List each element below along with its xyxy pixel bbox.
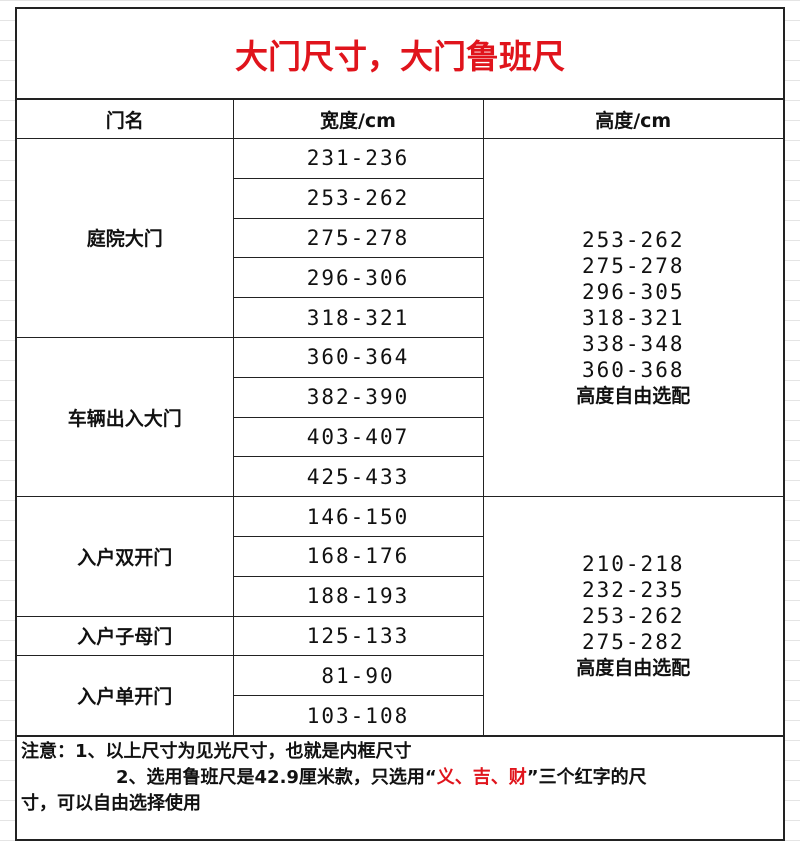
door-name-cell: 入户子母门 xyxy=(17,615,234,657)
door-name-cell: 车辆出入大门 xyxy=(17,336,234,498)
table-row: 入户单开门 81-90 xyxy=(17,655,783,736)
door-name-cell: 入户单开门 xyxy=(17,655,234,736)
width-cell: 360-364 xyxy=(232,336,483,378)
table-row: 188-193 xyxy=(17,575,783,617)
height-cell: 253-262 275-278 296-305 318-321 338-348 360-3… xyxy=(482,137,783,498)
width-cell: 168-176 xyxy=(233,535,483,577)
width-cell: 425-433 xyxy=(233,456,483,498)
note-text: ”三个红字的尺 xyxy=(526,766,647,788)
door-name-cell: 入户双开门 xyxy=(17,496,234,617)
width-cell: 382-390 xyxy=(233,376,483,418)
height-value: 210-218 xyxy=(581,552,685,577)
height-note: 高度自由选配 xyxy=(576,384,691,407)
table-row: 入户子母门 125-133 xyxy=(17,615,783,657)
height-note: 高度自由选配 xyxy=(576,657,691,680)
note-line-2: 2、选用鲁班尺是42.9厘米款，只选用“义、吉、财”三个红字的尺 xyxy=(21,765,779,791)
height-value: 318-321 xyxy=(581,305,685,330)
table-row: 425-433 xyxy=(17,456,783,498)
height-value: 275-278 xyxy=(581,253,685,278)
height-value: 275-282 xyxy=(581,630,685,655)
note-text: 2、选用鲁班尺是42.9厘米款，只选用“ xyxy=(116,766,437,788)
note-line-3: 寸，可以自由选择使用 xyxy=(21,792,201,814)
table-row: 382-390 xyxy=(17,376,783,418)
table-row: 318-321 xyxy=(17,297,783,338)
height-value: 338-348 xyxy=(581,331,685,356)
width-cell: 103-108 xyxy=(233,695,483,736)
door-size-table: 门名 宽度/cm 高度/cm 庭院大门 231-236 253-262 275-278… xyxy=(17,100,783,736)
height-value: 360-368 xyxy=(581,357,685,382)
width-cell: 81-90 xyxy=(232,655,483,697)
width-cell: 146-150 xyxy=(232,496,484,537)
height-value: 232-235 xyxy=(581,578,685,603)
header-height: 高度/cm xyxy=(482,100,783,139)
height-value: 296-305 xyxy=(581,279,685,304)
door-name-cell: 庭院大门 xyxy=(17,138,234,338)
door-size-sheet: 大门尺寸，大门鲁班尺 门名 宽度/cm 高度/cm 庭院大门 231-236 253… xyxy=(15,7,785,841)
table-row: 403-407 xyxy=(17,416,783,458)
height-value: 253-262 xyxy=(581,604,685,629)
table-row: 253-262 xyxy=(17,177,783,219)
width-cell: 253-262 xyxy=(233,177,483,219)
width-cell: 296-306 xyxy=(233,257,483,299)
note-highlight: 义、吉、财 xyxy=(436,766,527,788)
height-cell: 210-218 232-235 253-262 275-282 高度自由选配 xyxy=(482,496,783,736)
width-cell: 231-236 xyxy=(232,138,484,179)
header-width: 宽度/cm xyxy=(232,100,484,139)
width-cell: 318-321 xyxy=(233,297,483,338)
table-row: 庭院大门 231-236 253-262 275-278 296-305 318-321 3… xyxy=(17,137,783,498)
height-value: 253-262 xyxy=(581,227,685,252)
table-row: 103-108 xyxy=(17,695,783,736)
table-row: 入户双开门 146-150 210-218 232-235 253-262 275-282… xyxy=(17,496,783,736)
table-header: 门名 宽度/cm 高度/cm xyxy=(17,100,783,139)
width-cell: 125-133 xyxy=(232,615,483,657)
width-cell: 403-407 xyxy=(233,416,483,458)
page-title: 大门尺寸，大门鲁班尺 xyxy=(17,9,783,100)
table-row: 车辆出入大门 360-364 xyxy=(17,336,783,498)
note-line-1: 注意：1、以上尺寸为见光尺寸，也就是内框尺寸 xyxy=(21,740,412,762)
notes: 注意：1、以上尺寸为见光尺寸，也就是内框尺寸 2、选用鲁班尺是42.9厘米款，只… xyxy=(17,735,783,839)
header-door-name: 门名 xyxy=(17,100,234,139)
table-row: 275-278 xyxy=(17,217,783,259)
width-cell: 275-278 xyxy=(233,217,483,259)
width-cell: 188-193 xyxy=(233,575,483,617)
